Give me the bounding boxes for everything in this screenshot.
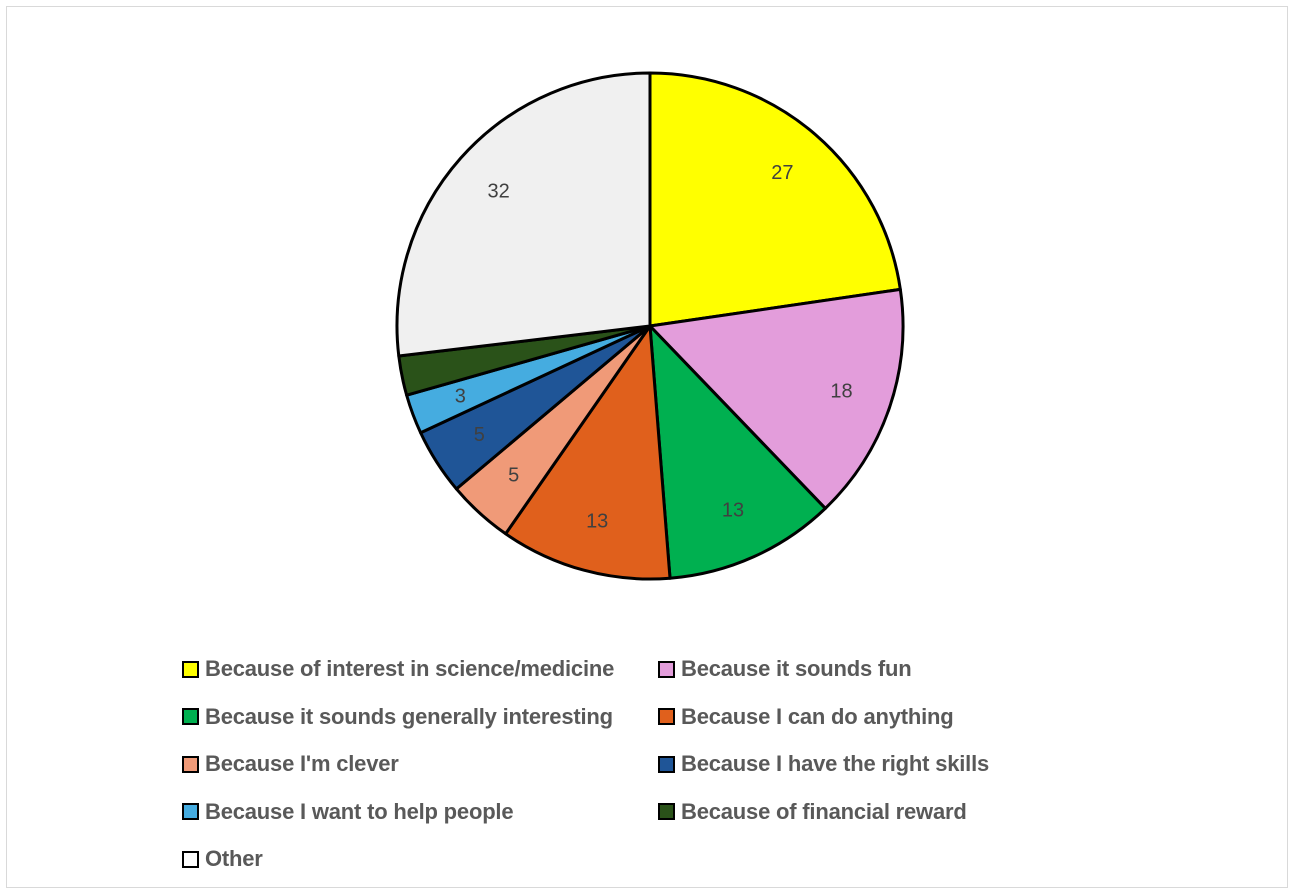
legend-label: Other (205, 846, 263, 871)
data-label-3: 13 (722, 500, 744, 522)
legend-item: Because of financial reward (658, 795, 1042, 829)
data-label-1: 27 (771, 162, 793, 184)
legend-label: Because of interest in science/medicine (205, 656, 615, 681)
legend-item: Because it sounds generally interesting (182, 700, 658, 734)
pie-slice-4 (504, 324, 672, 581)
legend-swatch (658, 660, 675, 678)
legend-swatch (658, 708, 675, 725)
legend-swatch (658, 803, 675, 820)
legend-item: Because I want to help people (182, 795, 658, 829)
chart-legend: Because of interest in science/medicine B… (182, 652, 1042, 890)
legend-item: Other (182, 842, 658, 876)
legend-label: Because I have the right skills (681, 751, 990, 776)
legend-label: Because it sounds fun (681, 656, 912, 681)
legend-swatch (658, 755, 675, 773)
legend-label: Because it sounds generally interesting (205, 703, 613, 729)
legend-swatch (182, 755, 199, 773)
legend-label: Because I want to help people (205, 798, 514, 824)
legend-item: Because I can do anything (658, 700, 1042, 734)
pie-slice-2 (648, 287, 905, 510)
legend-swatch (182, 660, 199, 678)
legend-item: Because it sounds fun (658, 652, 1042, 686)
data-label-7: 3 (455, 386, 466, 408)
legend-label: Because I can do anything (681, 703, 954, 729)
data-label-2: 18 (830, 381, 852, 403)
legend-swatch (182, 803, 199, 820)
data-label-4: 13 (586, 510, 608, 532)
legend-item: Because I'm clever (182, 747, 658, 781)
legend-swatch (182, 708, 199, 725)
legend-item: Because of interest in science/medicine (182, 652, 658, 686)
pie-slice-3 (648, 324, 827, 580)
legend-label: Because of financial reward (681, 798, 967, 824)
data-label-6: 5 (474, 424, 485, 446)
pie-slice-1 (648, 71, 902, 328)
legend-swatch (182, 850, 199, 868)
data-label-9: 32 (488, 181, 510, 203)
legend-label: Because I'm clever (205, 751, 399, 776)
pie-slice-9 (395, 71, 652, 358)
data-label-5: 5 (508, 465, 519, 487)
legend-item: Because I have the right skills (658, 747, 1042, 781)
